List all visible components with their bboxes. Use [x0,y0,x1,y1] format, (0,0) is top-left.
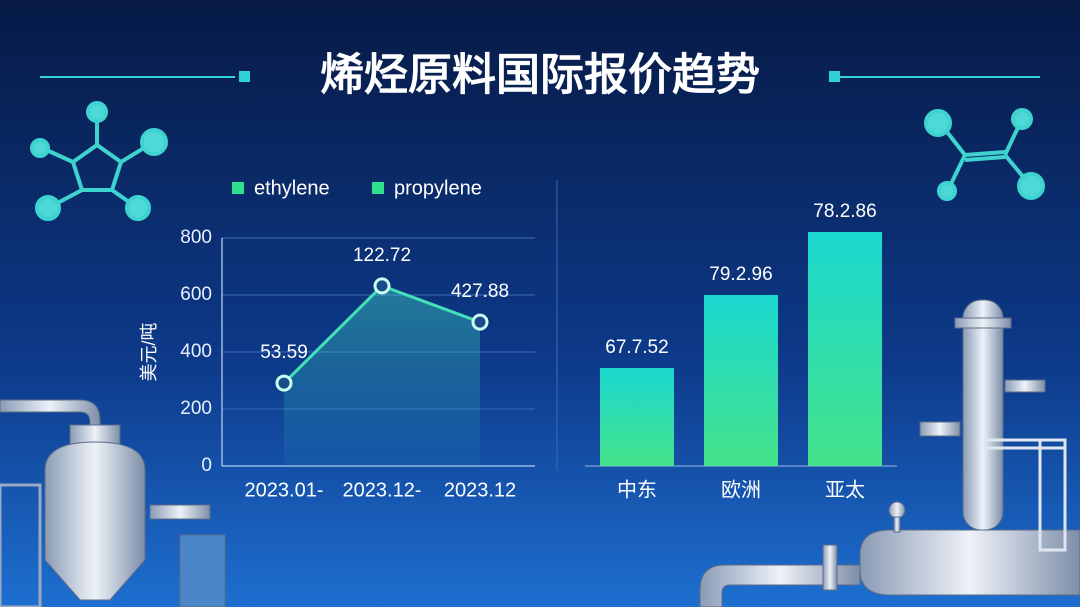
legend-swatch [372,182,384,194]
bar [600,367,674,466]
point [471,313,489,331]
x-tick-label: 2023.12 [444,479,516,501]
x-tick-label: 2023.12- [343,479,422,501]
y-tick-label: 0 [201,455,212,476]
y-tick-label: 800 [180,227,212,248]
legend-label: ethylene [254,177,330,199]
bar [704,295,778,466]
molecule-icon [30,101,168,221]
bar-label: 79.2.96 [709,264,772,285]
title-decoration [40,71,1040,82]
area [284,285,480,466]
equipment-right [699,299,1080,608]
point [275,374,293,392]
x-tick-label: 亚太 [825,478,865,501]
x-tick-label: 2023.01- [245,479,324,501]
x-tick-label: 欧洲 [721,478,761,501]
chart-title: 烯烃原料国际报价趋势 [320,51,760,100]
y-tick-label: 400 [180,341,212,362]
annotation: 427.88 [451,281,509,302]
y-axis-label: 美元/吨 [139,322,159,381]
x-tick-label: 中东 [617,478,657,501]
bar-label: 67.7.52 [605,337,668,358]
bar [808,232,882,466]
annotation: 53.59 [260,342,308,363]
y-tick-label: 600 [180,284,212,305]
bar-label: 78.2.86 [813,201,876,222]
equipment-left [0,399,226,609]
legend-swatch [232,182,244,194]
point [373,277,391,295]
annotation: 122.72 [353,245,411,266]
y-tick-label: 200 [180,398,212,419]
molecule-icon [924,108,1045,201]
charts: ethylene propylene 美元/吨 0 200 400 600 800 2023.0… [139,177,897,501]
legend-label: propylene [394,177,482,199]
